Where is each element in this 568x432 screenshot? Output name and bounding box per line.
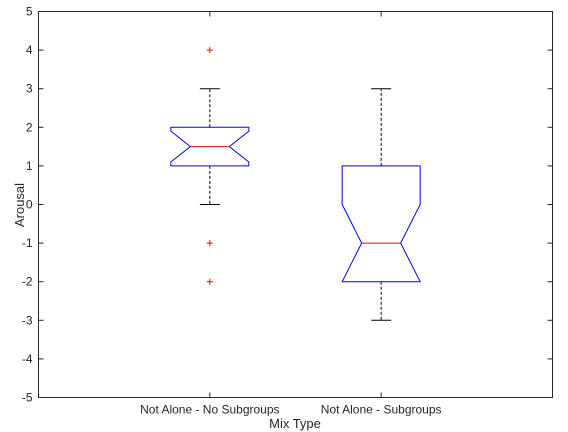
x-tick-label: Not Alone - No Subgroups	[140, 403, 279, 417]
outlier-point	[206, 240, 213, 247]
outlier-point	[206, 278, 213, 285]
y-tick-label: 4	[26, 43, 33, 57]
y-tick-label: -5	[22, 391, 33, 405]
plot-area	[170, 47, 421, 321]
y-axis: -5 -4 -3 -2 -1 0 1 2 3 4 5	[22, 5, 553, 405]
notched-box	[170, 126, 250, 167]
y-tick-label: -4	[22, 352, 33, 366]
y-tick-label: 0	[26, 198, 33, 212]
y-tick-label: -3	[22, 313, 33, 327]
axes-frame	[38, 11, 553, 398]
x-axis: Not Alone - No Subgroups Not Alone - Subg…	[140, 11, 442, 417]
y-tick-label: -2	[22, 275, 33, 289]
box-group	[170, 47, 250, 285]
x-tick-label: Not Alone - Subgroups	[321, 403, 442, 417]
outlier-point	[206, 47, 213, 54]
y-tick-label: 5	[26, 5, 33, 19]
y-tick-label: 3	[26, 82, 33, 96]
y-axis-label: Arousal	[12, 183, 27, 227]
y-tick-label: -1	[22, 236, 33, 250]
box-group	[341, 88, 421, 321]
y-tick-label: 1	[26, 159, 33, 173]
notched-box	[341, 165, 421, 283]
y-tick-label: 2	[26, 120, 33, 134]
x-axis-label: Mix Type	[269, 416, 321, 431]
